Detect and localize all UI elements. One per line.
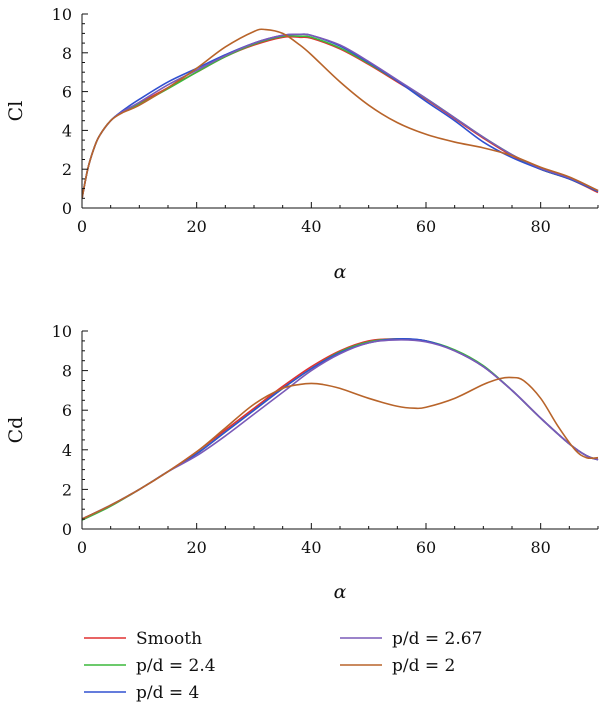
cl-x-tick-label: 0 (77, 217, 87, 236)
cl-chart: 0 2 4 6 8 10 0 20 40 60 80 Cl α (5, 5, 599, 283)
legend-item-p-d-2-67: p/d = 2.67 (340, 629, 482, 649)
cl-y-tick-label: 4 (62, 121, 72, 140)
cl-series-p-d-4 (82, 33, 599, 199)
cl-x-tick-label: 80 (530, 217, 550, 236)
legend-item-p-d-2: p/d = 2 (340, 656, 455, 676)
legend-label: p/d = 2.4 (136, 656, 216, 676)
cd-x-tick-label: 0 (77, 538, 87, 557)
cd-chart: 0 2 4 6 8 10 0 20 40 60 80 Cd α (5, 322, 599, 603)
cd-x-tick-label: 40 (301, 538, 321, 557)
legend-label: p/d = 4 (136, 683, 199, 703)
cd-x-tick-label: 80 (530, 538, 550, 557)
cd-y-tick-label: 4 (62, 441, 72, 460)
legend-item-p-d-4: p/d = 4 (84, 683, 199, 703)
cd-series-p-d-4 (82, 338, 599, 520)
cd-series-p-d-2 (82, 376, 599, 520)
cl-x-tick-label: 20 (186, 217, 206, 236)
cd-series-smooth (82, 338, 599, 520)
cl-x-tick-label: 60 (416, 217, 436, 236)
cd-series-p-d-2-67 (82, 339, 599, 520)
legend-item-p-d-2-4: p/d = 2.4 (84, 656, 216, 676)
cl-series-p-d-2-4 (82, 34, 599, 199)
cl-series-smooth (82, 35, 599, 199)
cd-series-group (82, 338, 599, 521)
legend-label: Smooth (136, 629, 202, 649)
cd-y-tick-label: 0 (62, 520, 72, 539)
cd-x-axis-title: α (334, 581, 347, 603)
cl-y-tick-label: 2 (62, 160, 72, 179)
legend-label: p/d = 2.67 (392, 629, 482, 649)
cl-y-tick-label: 6 (62, 83, 72, 102)
legend-label: p/d = 2 (392, 656, 455, 676)
cd-x-tick-label: 20 (186, 538, 206, 557)
cl-y-axis-title: Cl (5, 101, 27, 122)
cl-series-group (82, 28, 599, 199)
cd-y-tick-label: 2 (62, 480, 72, 499)
cl-y-tick-label: 8 (62, 44, 72, 63)
cd-y-axis-title: Cd (5, 417, 27, 444)
cd-y-tick-label: 8 (62, 362, 72, 381)
legend: Smooth p/d = 2.4 p/d = 4 p/d = 2.67 p/d = 2 (84, 629, 482, 703)
legend-item-smooth: Smooth (84, 629, 202, 649)
cd-y-tick-label: 6 (62, 401, 72, 420)
cl-series-p-d-2 (82, 28, 599, 199)
cd-y-tick-label: 10 (52, 322, 72, 341)
cl-y-tick-label: 0 (62, 199, 72, 218)
cl-x-tick-label: 40 (301, 217, 321, 236)
cl-y-tick-label: 10 (52, 5, 72, 24)
cl-x-axis-title: α (334, 261, 347, 283)
cl-series-p-d-2-67 (82, 33, 599, 199)
cd-series-p-d-2-4 (82, 338, 599, 521)
cd-x-tick-label: 60 (416, 538, 436, 557)
